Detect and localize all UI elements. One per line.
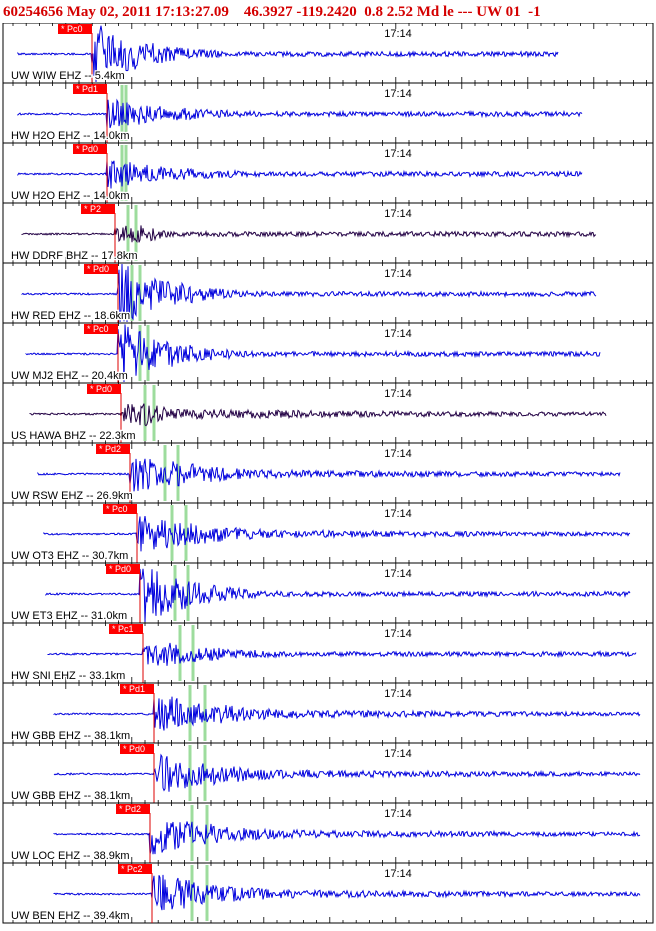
time-tick-label: 17:14 — [384, 628, 412, 640]
pick-flag — [81, 204, 115, 214]
time-tick-label: 17:14 — [384, 568, 412, 580]
time-tick-label: 17:14 — [384, 448, 412, 460]
time-tick-label: 17:14 — [384, 508, 412, 520]
pick-flag — [73, 84, 107, 94]
pick-label: * Pc1 — [112, 624, 134, 634]
pick-flag — [109, 624, 143, 634]
pick-label: * Pd1 — [76, 84, 98, 94]
station-label: UW LOC EHZ -- 38.9km — [11, 850, 130, 862]
waveform-line — [17, 98, 583, 129]
waveform-line — [29, 403, 607, 427]
trace-panel: * Pd0 17:14 UW GBB EHZ -- 38.1km — [2, 742, 654, 804]
waveform-line — [53, 874, 641, 911]
pick-label: * Pd2 — [119, 804, 141, 814]
trace-panel: * Pc0 17:14 UW OT3 EHZ -- 30.7km — [2, 502, 654, 564]
waveform-line — [17, 160, 583, 189]
station-label: HW GBB EHZ -- 38.1km — [11, 730, 130, 742]
waveform-line — [25, 324, 601, 383]
waveform-line — [43, 516, 631, 552]
trace-panel: * Pd2 17:14 UW LOC EHZ -- 38.9km — [2, 802, 654, 864]
waveform-line — [37, 458, 621, 492]
seismogram-panels: * Pc0 17:14 UW WIW EHZ -- 5.4km * Pd1 17:14 H… — [0, 22, 656, 926]
pick-flag — [120, 684, 154, 694]
station-label: US HAWA BHZ -- 22.3km — [11, 430, 135, 442]
pick-flag — [118, 864, 152, 874]
pick-flag — [84, 264, 118, 274]
station-label: UW ET3 EHZ -- 31.0km — [11, 610, 127, 622]
waveform-line — [47, 642, 637, 666]
pick-flag — [84, 324, 118, 334]
pick-flag — [58, 24, 92, 34]
waveform-line — [21, 225, 597, 243]
station-label: HW RED EHZ -- 18.6km — [11, 310, 130, 322]
station-label: UW WIW EHZ -- 5.4km — [11, 70, 125, 82]
pick-flag — [87, 384, 121, 394]
pick-flag — [116, 804, 150, 814]
pick-label: * Pd0 — [123, 744, 145, 754]
pick-flag — [96, 444, 130, 454]
pick-label: * P2 — [84, 204, 101, 214]
pick-flag — [103, 504, 137, 514]
waveform-line — [21, 263, 597, 323]
pick-label: * Pd0 — [76, 144, 98, 154]
time-tick-label: 17:14 — [384, 868, 412, 880]
waveform-line — [53, 753, 641, 792]
time-tick-label: 17:14 — [384, 748, 412, 760]
event-header: 60254656 May 02, 2011 17:13:27.09 46.392… — [3, 4, 541, 20]
waveform-line — [53, 821, 641, 855]
time-tick-label: 17:14 — [384, 388, 412, 400]
time-tick-label: 17:14 — [384, 688, 412, 700]
pick-label: * Pc0 — [87, 324, 109, 334]
time-tick-label: 17:14 — [384, 808, 412, 820]
trace-panel: * Pd0 17:14 UW ET3 EHZ -- 31.0km — [2, 562, 654, 624]
trace-panel: * P2 17:14 HW DDRF BHZ -- 17.8km — [2, 202, 654, 264]
waveform-line — [53, 696, 641, 731]
station-label: HW DDRF BHZ -- 17.8km — [11, 250, 138, 262]
trace-panel: * Pc0 17:14 UW WIW EHZ -- 5.4km — [2, 22, 654, 84]
time-tick-label: 17:14 — [384, 148, 412, 160]
station-label: UW RSW EHZ -- 26.9km — [11, 490, 133, 502]
pick-flag — [73, 144, 107, 154]
pick-label: * Pd1 — [123, 684, 145, 694]
trace-panel: * Pd0 17:14 UW H2O EHZ -- 14.0km — [2, 142, 654, 204]
waveform-line — [17, 25, 559, 83]
trace-panel: * Pd0 17:14 HW RED EHZ -- 18.6km — [2, 262, 654, 324]
trace-panel: * Pc1 17:14 HW SNI EHZ -- 33.1km — [2, 622, 654, 684]
station-label: UW H2O EHZ -- 14.0km — [11, 190, 130, 202]
pick-label: * Pc2 — [121, 864, 143, 874]
time-tick-label: 17:14 — [384, 328, 412, 340]
time-tick-label: 17:14 — [384, 208, 412, 220]
panel-frame — [2, 562, 654, 624]
pick-flag — [120, 744, 154, 754]
pick-label: * Pd0 — [87, 264, 109, 274]
station-label: UW GBB EHZ -- 38.1km — [11, 790, 130, 802]
trace-panel: * Pd2 17:14 UW RSW EHZ -- 26.9km — [2, 442, 654, 504]
trace-panel: * Pd1 17:14 HW GBB EHZ -- 38.1km — [2, 682, 654, 744]
pick-label: * Pd0 — [109, 564, 131, 574]
trace-panel: * Pd1 17:14 HW H2O EHZ -- 14.0km — [2, 82, 654, 144]
time-tick-label: 17:14 — [384, 268, 412, 280]
station-label: HW H2O EHZ -- 14.0km — [11, 130, 130, 142]
seismogram-stack: * Pc0 17:14 UW WIW EHZ -- 5.4km * Pd1 17:14 H… — [2, 22, 654, 924]
station-label: UW BEN EHZ -- 39.4km — [11, 910, 130, 922]
pick-label: * Pd2 — [99, 444, 121, 454]
waveform-line — [45, 568, 631, 623]
trace-panel: * Pc0 17:14 UW MJ2 EHZ -- 20.4km — [2, 322, 654, 384]
trace-panel: * Pc2 17:14 UW BEN EHZ -- 39.4km — [2, 862, 654, 924]
station-label: HW SNI EHZ -- 33.1km — [11, 670, 125, 682]
time-tick-label: 17:14 — [384, 28, 412, 40]
station-label: UW MJ2 EHZ -- 20.4km — [11, 370, 128, 382]
time-tick-label: 17:14 — [384, 88, 412, 100]
pick-label: * Pd0 — [90, 384, 112, 394]
pick-label: * Pc0 — [106, 504, 128, 514]
pick-flag — [106, 564, 140, 574]
pick-label: * Pc0 — [61, 24, 83, 34]
station-label: UW OT3 EHZ -- 30.7km — [11, 550, 128, 562]
trace-panel: * Pd0 17:14 US HAWA BHZ -- 22.3km — [2, 382, 654, 444]
